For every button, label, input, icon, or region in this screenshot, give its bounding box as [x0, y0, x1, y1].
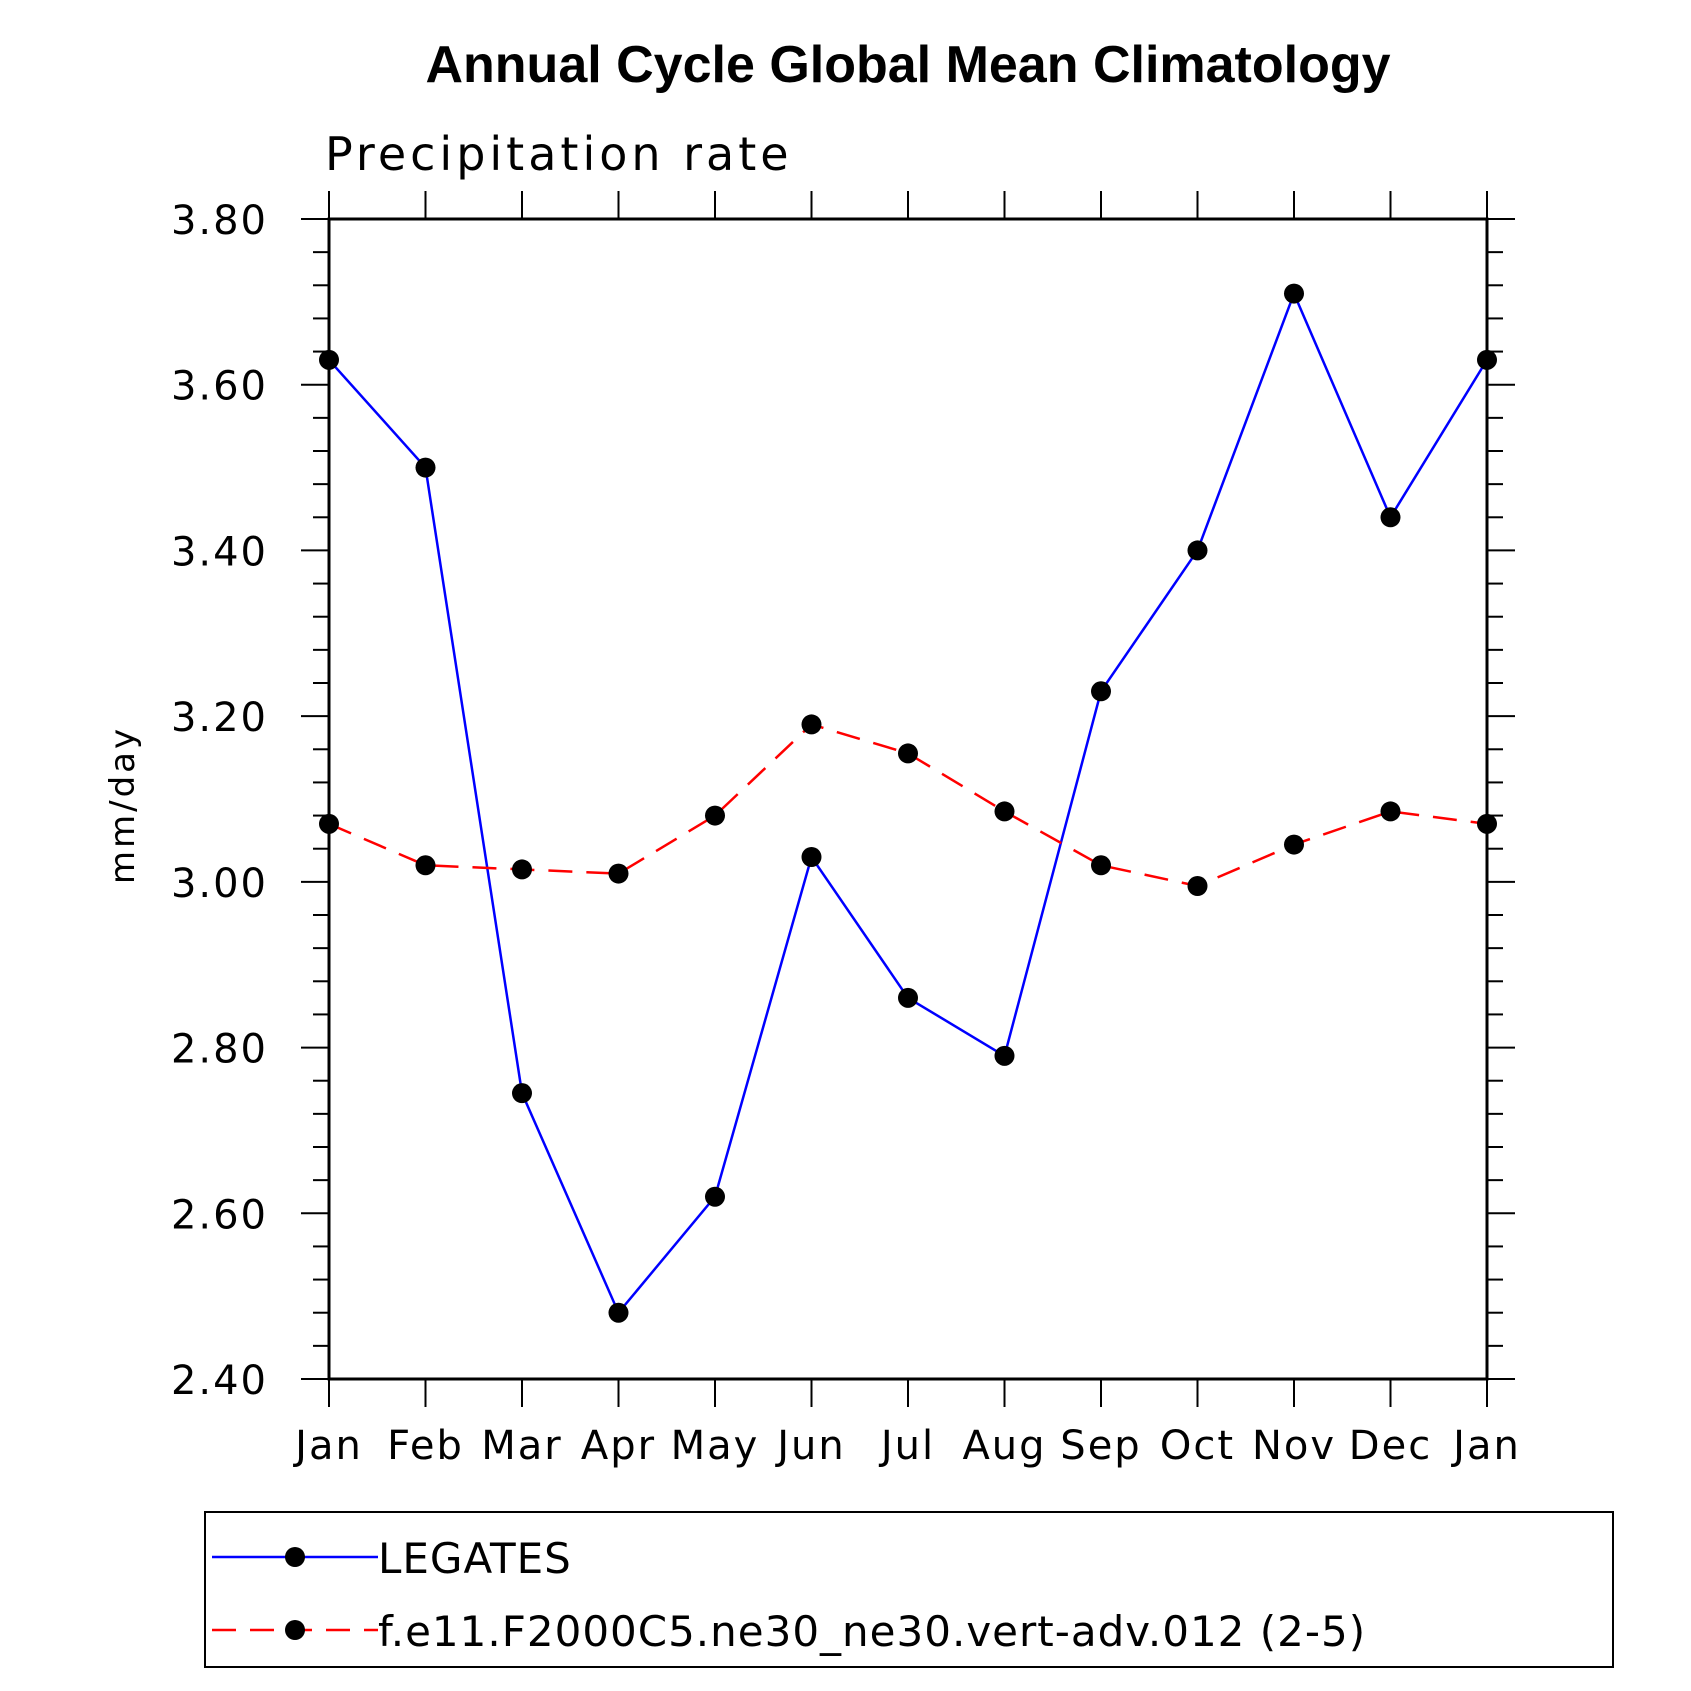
data-point — [705, 1186, 725, 1207]
data-point — [1187, 876, 1208, 896]
data-point — [801, 847, 822, 867]
data-point — [994, 801, 1015, 822]
legend-label-legates: LEGATES — [378, 1534, 572, 1583]
x-tick-label: Mar — [481, 1423, 562, 1469]
data-point — [1380, 801, 1401, 822]
plot-frame — [327, 217, 1489, 1381]
data-point — [608, 863, 629, 884]
data-point — [415, 457, 436, 478]
y-tick-label: 3.80 — [171, 198, 268, 244]
data-point — [705, 805, 725, 826]
x-tick-label: Aug — [962, 1423, 1046, 1469]
y-tick-labels: 2.40 2.60 2.80 3.00 3.20 3.40 3.60 3.80 — [171, 198, 268, 1404]
y-tick-label: 3.40 — [171, 529, 268, 575]
y-axis-label: mm/day — [103, 726, 143, 884]
axis-ticks — [301, 191, 1515, 1407]
data-point — [512, 859, 532, 880]
x-tick-label: Oct — [1160, 1423, 1235, 1469]
series-lines — [328, 290, 1489, 1316]
legend-label-model: f.e11.F2000C5.ne30_ne30.vert-adv.012 (2-… — [378, 1607, 1366, 1656]
data-point — [1380, 507, 1401, 528]
data-point — [1187, 540, 1208, 561]
chart-title: Annual Cycle Global Mean Climatology — [425, 36, 1390, 94]
x-tick-label: Apr — [581, 1423, 656, 1469]
y-tick-label: 2.40 — [171, 1358, 268, 1404]
legend: LEGATES f.e11.F2000C5.ne30_ne30.vert-adv… — [204, 1511, 1614, 1668]
x-tick-label: Jul — [878, 1423, 935, 1469]
y-tick-label: 3.20 — [171, 695, 268, 741]
data-point — [512, 1083, 532, 1104]
x-tick-label: Jan — [292, 1423, 363, 1469]
x-tick-label: Nov — [1252, 1423, 1336, 1469]
data-point — [415, 855, 436, 876]
series-line-0 — [328, 290, 1489, 1316]
x-tick-label: Feb — [387, 1423, 464, 1469]
x-tick-label: May — [671, 1423, 760, 1469]
x-tick-labels: Jan Feb Mar Apr May Jun Jul Aug Sep Oct Nov Dec Jan — [292, 1423, 1521, 1469]
y-tick-label: 2.80 — [171, 1027, 268, 1073]
data-point — [608, 1302, 629, 1323]
data-point — [994, 1045, 1015, 1066]
data-point — [898, 743, 918, 764]
data-point — [898, 987, 918, 1008]
data-point — [1284, 834, 1304, 855]
x-tick-label: Jun — [774, 1423, 846, 1469]
y-tick-label: 3.00 — [171, 861, 268, 907]
data-point — [1091, 855, 1111, 876]
y-tick-label: 2.60 — [171, 1192, 268, 1238]
data-point — [801, 714, 822, 735]
data-point — [1091, 681, 1111, 702]
x-tick-label: Dec — [1349, 1423, 1432, 1469]
legend-marker-legates — [285, 1547, 305, 1567]
x-tick-label: Jan — [1450, 1423, 1521, 1469]
y-tick-label: 3.60 — [171, 364, 268, 410]
chart-subtitle: Precipitation rate — [325, 127, 793, 181]
data-point — [1284, 283, 1304, 304]
legend-marker-model — [285, 1620, 305, 1640]
legend-box — [204, 1511, 1614, 1668]
series-points — [319, 283, 1497, 1323]
x-tick-label: Sep — [1060, 1423, 1141, 1469]
